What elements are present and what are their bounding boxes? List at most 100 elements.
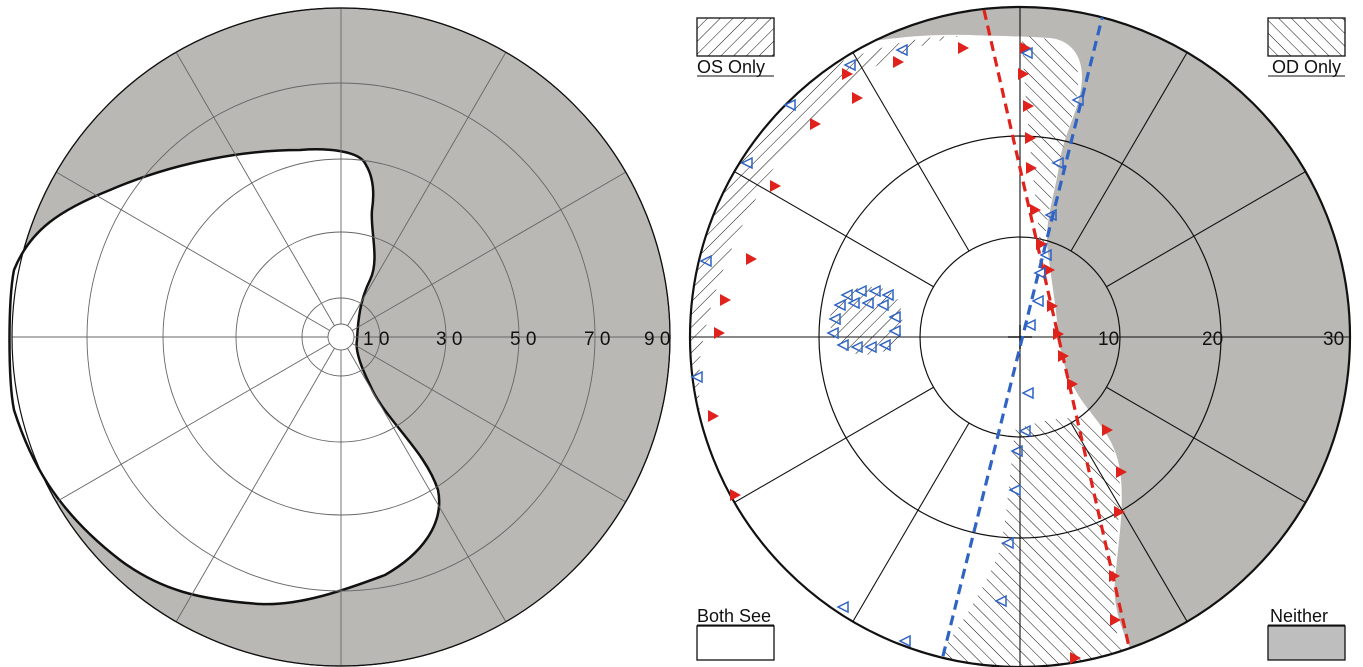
red-marker — [1030, 204, 1041, 216]
right-tick-label-10: 10 — [1098, 329, 1119, 350]
right-tick-labels: 10 20 30 — [1098, 329, 1344, 350]
red-marker — [1070, 652, 1081, 664]
od-only-lower-region — [930, 418, 1130, 667]
blue-marker — [828, 312, 841, 326]
legend-neither: Neither — [1267, 606, 1346, 661]
red-marker — [1044, 264, 1055, 276]
blue-marker — [888, 324, 901, 338]
blue-marker — [994, 594, 1007, 608]
legend-od-only: OD Only — [1267, 17, 1346, 77]
red-marker — [1047, 300, 1058, 312]
red-marker — [730, 489, 741, 501]
os-only-upper-left-region — [690, 36, 960, 480]
blue-marker — [1020, 46, 1033, 60]
blue-marker — [881, 288, 894, 302]
blue-marker — [1001, 536, 1014, 550]
legend-both-see: Both See — [696, 606, 775, 661]
legend-swatch-neither — [1267, 625, 1346, 661]
blue-marker — [826, 326, 839, 340]
blue-marker — [1071, 93, 1084, 107]
blue-marker — [740, 156, 753, 170]
blue-marker — [783, 98, 796, 112]
left-tick-labels: 1 0 3 0 5 0 7 0 9 0 — [363, 329, 670, 350]
right-tick-label-30: 30 — [1323, 329, 1344, 350]
left-tick-label-70: 7 0 — [584, 329, 610, 350]
blue-marker — [878, 338, 891, 352]
red-marker — [893, 56, 904, 68]
left-tick-label-50: 5 0 — [510, 329, 536, 350]
blue-marker — [888, 310, 901, 324]
right-plot-grid — [688, 5, 1352, 667]
red-marker — [1058, 350, 1069, 362]
red-marker — [1020, 42, 1031, 54]
red-marker — [746, 253, 757, 265]
red-marker — [1023, 100, 1034, 112]
legend-label-both-see: Both See — [697, 606, 771, 626]
red-marker — [958, 42, 969, 54]
left-seeing-region — [8, 148, 441, 606]
blue-marker — [1023, 318, 1036, 332]
left-tick-label-10: 1 0 — [363, 329, 389, 350]
blue-marker — [843, 58, 856, 72]
blue-marker — [864, 340, 877, 354]
od-only-upper-region — [1022, 36, 1079, 247]
blue-marker — [1031, 294, 1044, 308]
red-marker — [1109, 570, 1120, 582]
red-marker — [1018, 68, 1029, 80]
blue-marker — [1021, 386, 1034, 400]
right-tick-label-20: 20 — [1202, 329, 1223, 350]
left-tick-label-90: 9 0 — [644, 329, 670, 350]
blue-marker — [699, 254, 712, 268]
red-marker — [1025, 132, 1036, 144]
blue-marker — [1033, 266, 1046, 280]
red-marker — [708, 410, 719, 422]
legend-label-od-only: OD Only — [1272, 57, 1341, 77]
blue-marker — [690, 370, 703, 384]
left-visual-field-plot: 1 0 3 0 5 0 7 0 9 0 — [8, 7, 671, 667]
red-marker — [1110, 614, 1121, 626]
blue-marker — [836, 600, 849, 614]
blue-marker — [840, 288, 853, 302]
blue-marker — [1008, 483, 1021, 497]
blue-marker — [847, 296, 860, 310]
blue-marker — [1010, 444, 1023, 458]
blue-marker — [854, 284, 867, 298]
red-marker — [720, 294, 731, 306]
red-marker — [1116, 466, 1127, 478]
red-marker — [1036, 238, 1047, 250]
red-marker — [1114, 506, 1125, 518]
blue-markers — [690, 43, 1084, 648]
legend-swatch-od-only — [1267, 17, 1346, 57]
legend-swatch-both-see — [696, 625, 775, 661]
legend-swatch-os-only — [696, 17, 775, 57]
blue-marker — [836, 338, 849, 352]
red-marker — [714, 327, 725, 339]
blue-marker — [833, 298, 846, 312]
red-marker — [1053, 328, 1064, 340]
red-markers — [708, 42, 1127, 664]
red-marker — [1026, 162, 1037, 174]
blue-marker — [861, 296, 874, 310]
red-marker — [852, 92, 863, 104]
blue-marker — [876, 298, 889, 312]
blue-marker — [1051, 156, 1064, 170]
blue-marker — [850, 340, 863, 354]
blue-marker — [895, 43, 908, 57]
legend: OS Only OD Only Both See Neither — [696, 17, 1346, 661]
red-marker — [1067, 378, 1078, 390]
os-only-island-region — [830, 286, 903, 355]
red-marker — [810, 118, 821, 130]
blue-marker — [1018, 424, 1031, 438]
blue-marker — [898, 634, 911, 648]
blue-marker — [1039, 248, 1052, 262]
red-marker — [770, 180, 781, 192]
left-tick-label-30: 3 0 — [436, 329, 462, 350]
red-marker — [1102, 424, 1113, 436]
red-marker — [842, 68, 853, 80]
blue-marker — [1044, 208, 1057, 222]
blue-marker — [868, 284, 881, 298]
legend-label-neither: Neither — [1270, 606, 1328, 626]
legend-label-os-only: OS Only — [697, 57, 765, 77]
legend-os-only: OS Only — [696, 17, 775, 77]
